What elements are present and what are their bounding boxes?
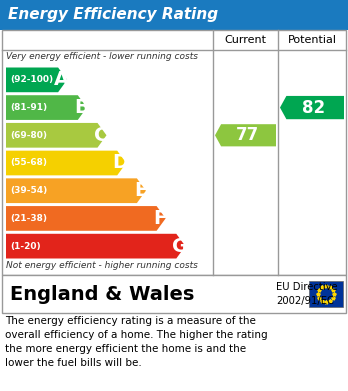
Text: (55-68): (55-68)	[10, 158, 47, 167]
Text: G: G	[172, 237, 188, 256]
Text: (81-91): (81-91)	[10, 103, 47, 112]
Bar	[2, 275, 346, 313]
Bar	[309, 281, 343, 307]
Text: The energy efficiency rating is a measure of the
overall efficiency of a home. T: The energy efficiency rating is a measur…	[5, 316, 268, 368]
Text: Energy Efficiency Rating: Energy Efficiency Rating	[8, 7, 218, 23]
Polygon shape	[6, 234, 185, 258]
Polygon shape	[6, 95, 87, 120]
Text: (69-80): (69-80)	[10, 131, 47, 140]
Text: (39-54): (39-54)	[10, 186, 47, 195]
Polygon shape	[6, 151, 126, 175]
Text: Current: Current	[224, 35, 267, 45]
Bar	[2, 30, 346, 275]
Text: F: F	[153, 209, 167, 228]
Text: B: B	[74, 98, 89, 117]
Text: C: C	[94, 126, 108, 145]
Text: EU Directive
2002/91/EC: EU Directive 2002/91/EC	[276, 282, 338, 306]
Text: A: A	[54, 70, 69, 90]
Text: (21-38): (21-38)	[10, 214, 47, 223]
Text: 82: 82	[302, 99, 325, 117]
Text: 77: 77	[235, 126, 259, 144]
Text: (92-100): (92-100)	[10, 75, 53, 84]
Text: D: D	[113, 154, 129, 172]
Text: Very energy efficient - lower running costs: Very energy efficient - lower running co…	[6, 52, 198, 61]
Text: England & Wales: England & Wales	[10, 285, 195, 303]
Text: E: E	[134, 181, 147, 200]
Text: (1-20): (1-20)	[10, 242, 41, 251]
Text: Potential: Potential	[287, 35, 337, 45]
Polygon shape	[6, 68, 67, 92]
Text: Not energy efficient - higher running costs: Not energy efficient - higher running co…	[6, 261, 198, 270]
Polygon shape	[215, 124, 276, 146]
Polygon shape	[6, 178, 146, 203]
Bar	[0, 0, 348, 30]
Polygon shape	[280, 96, 344, 119]
Polygon shape	[6, 123, 106, 148]
Polygon shape	[6, 206, 166, 231]
